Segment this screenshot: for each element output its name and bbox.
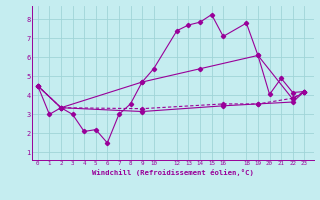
X-axis label: Windchill (Refroidissement éolien,°C): Windchill (Refroidissement éolien,°C) [92,169,254,176]
